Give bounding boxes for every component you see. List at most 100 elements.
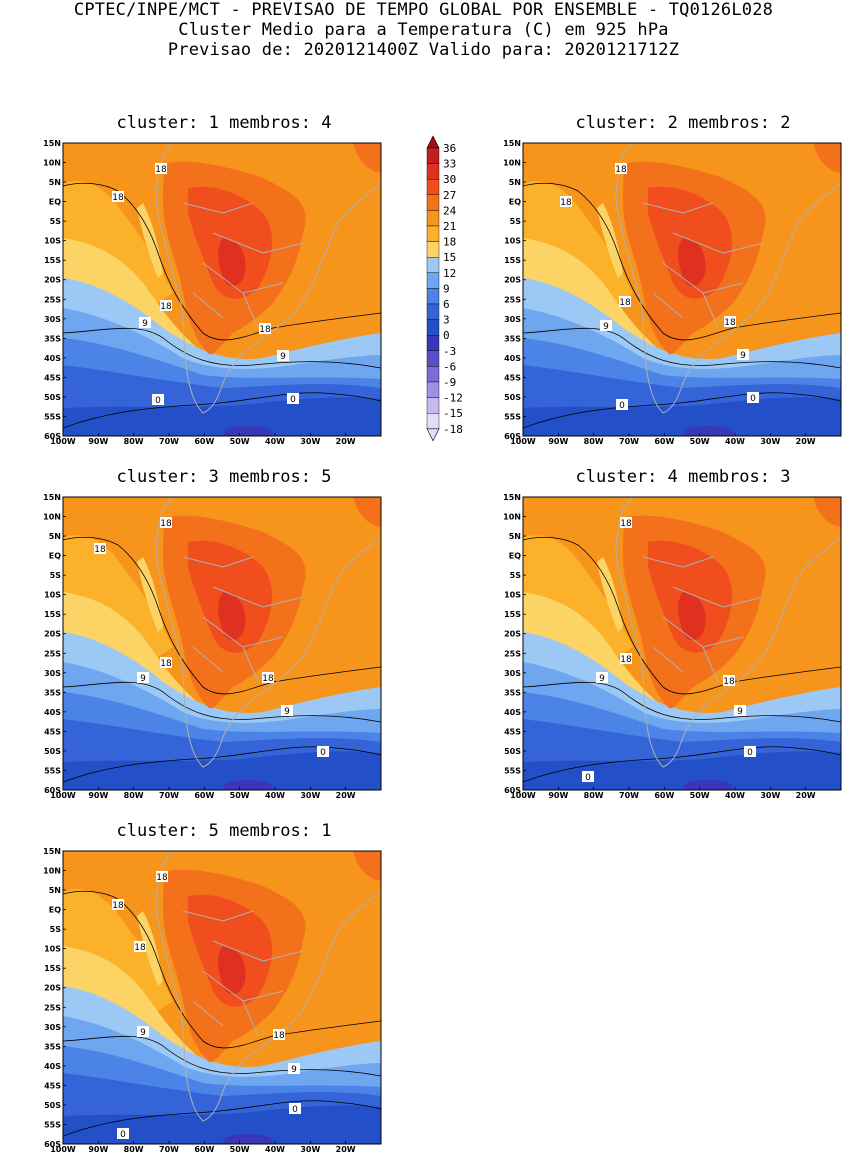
contour-label: 18: [112, 901, 124, 911]
lat-tick-label: 40S: [44, 708, 61, 717]
lon-tick-label: 40W: [725, 437, 745, 446]
lon-tick-label: 30W: [300, 1145, 320, 1154]
lat-tick-label: 20S: [44, 630, 61, 639]
country-borders: [182, 202, 304, 329]
lon-tick-label: 30W: [300, 791, 320, 800]
lon-tick-label: 70W: [159, 791, 179, 800]
contour-label-bg: [134, 941, 146, 952]
lat-tick-label: 40S: [44, 354, 61, 363]
band-24-ne: [353, 851, 381, 881]
contour-label-bg: [744, 746, 756, 757]
colorbar-swatch: [426, 163, 440, 180]
lat-tick-label: 15S: [44, 256, 61, 265]
contour-18: [523, 182, 841, 341]
lat-tick-label: 30S: [44, 669, 61, 678]
colorbar-swatch: [426, 366, 440, 383]
lat-tick-label: 25S: [44, 1003, 61, 1012]
contour-9: [523, 681, 841, 723]
map-frame: [62, 142, 382, 437]
lat-tick-label: 45S: [504, 727, 521, 736]
band-24-ne: [353, 143, 381, 173]
contour-9: [63, 327, 381, 369]
lon-tick-label: 50W: [690, 791, 710, 800]
map-plot-area: 18 18 18 18 9 9 0 0 15N 10N 5N EQ 5S 10S 15S 20S 25S 30S 3…: [43, 847, 382, 1154]
lat-tick-label: 10S: [44, 591, 61, 600]
lon-tick-label: 60W: [654, 437, 674, 446]
panel-1-title: cluster: 1 membros: 4: [116, 113, 332, 133]
band-0: [63, 1105, 381, 1144]
contour-label-bg: [288, 1063, 300, 1074]
map-plot-area: 18 18 18 18 9 9 0 15N 10N 5N EQ 5S 10S 15S 20S 25S 30S 35…: [43, 493, 382, 800]
lon-tick-label: 100W: [510, 791, 536, 800]
lat-tick-label: 60S: [44, 786, 61, 795]
lon-tick-label: 50W: [230, 791, 250, 800]
page-title-line1: CPTEC/INPE/MCT - PREVISAO DE TEMPO GLOBA…: [73, 0, 774, 20]
lat-tick-label: 45S: [44, 727, 61, 736]
contour-label-bg: [723, 675, 735, 686]
contour-label: 18: [259, 325, 271, 335]
contour-label: 18: [262, 674, 274, 684]
lat-tick-label: 25S: [44, 295, 61, 304]
lon-tick-label: 60W: [654, 791, 674, 800]
map-plot-area: 18 18 18 18 9 9 0 0 15N 10N 5N EQ 5S 10S 15S 20S 25S 30S 3…: [43, 139, 382, 446]
band-minus3: [223, 780, 273, 790]
lon-tick-label: 50W: [690, 437, 710, 446]
colorbar-swatch: [426, 397, 440, 414]
lat-tick-label: 45S: [44, 373, 61, 382]
contour-label: 0: [290, 395, 296, 405]
colorbar-swatch: [426, 303, 440, 320]
contour-label-bg: [160, 300, 172, 311]
contour-0: [63, 746, 381, 783]
contour-label: 18: [160, 302, 172, 312]
lat-tick-label: 5N: [49, 532, 61, 541]
contour-label-bg: [615, 163, 627, 174]
lat-tick-label: 10N: [43, 513, 61, 522]
colorbar-label: 12: [443, 267, 456, 280]
contour-label: 0: [747, 748, 753, 758]
lat-tick-label: 30S: [504, 669, 521, 678]
contour-label: 0: [155, 396, 161, 406]
contour-18: [63, 182, 381, 341]
band-30: [678, 592, 706, 641]
lon-tick-label: 90W: [88, 791, 108, 800]
lon-tick-label: 80W: [124, 1145, 144, 1154]
contour-9: [63, 1035, 381, 1077]
andes-cold-strip: [137, 911, 163, 986]
contour-label-bg: [160, 657, 172, 668]
temperature-field: [63, 497, 381, 790]
contour-label-bg: [139, 317, 151, 328]
contour-9: [523, 327, 841, 369]
contour-0: [63, 1100, 381, 1137]
lon-tick-label: 60W: [194, 437, 214, 446]
andes-cold-strip: [137, 203, 163, 278]
lon-tick-label: 100W: [50, 437, 76, 446]
contour-label-bg: [620, 653, 632, 664]
lat-tick-label: 15N: [43, 847, 61, 856]
contour-label: 18: [156, 873, 168, 883]
band-minus3: [223, 1134, 273, 1144]
contour-label: 18: [723, 677, 735, 687]
band-minus3: [683, 426, 733, 436]
colorbar-label: -3: [443, 345, 456, 358]
lat-tick-label: 5S: [50, 217, 62, 226]
lon-tick-label: 70W: [619, 791, 639, 800]
contour-label-bg: [155, 163, 167, 174]
lon-tick-label: 30W: [300, 437, 320, 446]
contour-0: [523, 746, 841, 783]
band-0: [63, 751, 381, 790]
country-borders: [642, 556, 764, 683]
map-panel-4: 18 18 18 9 9 0 0 15N 10N 5N EQ 5S 10S 15S 20S 25S 30S 35S…: [503, 493, 842, 800]
lon-tick-label: 100W: [510, 437, 536, 446]
temperature-field: [63, 143, 381, 436]
contour-label: 18: [112, 193, 124, 203]
lon-tick-label: 30W: [760, 791, 780, 800]
lat-tick-label: EQ: [49, 906, 61, 915]
contour-label: 18: [160, 659, 172, 669]
lon-tick-label: 60W: [194, 791, 214, 800]
contour-label-bg: [273, 1029, 285, 1040]
lat-tick-label: 5N: [49, 178, 61, 187]
map-panel-3: 18 18 18 18 9 9 0 15N 10N 5N EQ 5S 10S 15S 20S 25S 30S 35…: [43, 493, 382, 800]
colorbar-label: 6: [443, 298, 450, 311]
andes-cold-strip: [597, 203, 623, 278]
contour-label-bg: [560, 196, 572, 207]
